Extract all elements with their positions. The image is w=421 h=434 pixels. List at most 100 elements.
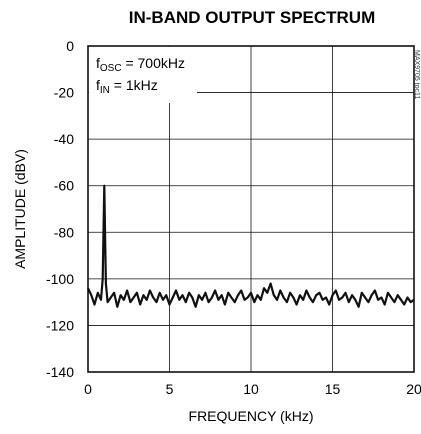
- data-point: [104, 236, 106, 238]
- annotation-value: = 700kHz: [122, 55, 185, 71]
- data-point: [260, 299, 262, 301]
- data-point: [364, 296, 366, 299]
- data-point: [286, 301, 288, 303]
- data-point: [250, 292, 252, 294]
- data-point: [384, 303, 386, 306]
- x-tick-label: 20: [406, 381, 421, 397]
- data-point: [97, 292, 99, 294]
- figure-code: MAX9705 toc11: [413, 50, 420, 99]
- data-point: [129, 301, 131, 303]
- data-point: [191, 296, 193, 299]
- plot-frame: [87, 45, 415, 373]
- data-point: [230, 296, 233, 299]
- data-point: [168, 303, 171, 306]
- data-point: [178, 299, 180, 301]
- data-point: [371, 294, 373, 296]
- data-point: [142, 294, 145, 296]
- data-point: [367, 301, 369, 303]
- data-point: [266, 292, 268, 294]
- annotation-value: = 1kHz: [110, 77, 158, 93]
- data-point: [188, 292, 190, 294]
- data-point: [106, 301, 109, 303]
- y-axis-label: AMPLITUDE (dBV): [12, 149, 28, 269]
- x-tick-label: 10: [243, 381, 259, 397]
- annotation-main: f: [96, 55, 100, 71]
- data-point: [318, 292, 321, 294]
- data-point: [133, 296, 135, 299]
- data-point: [305, 289, 308, 292]
- data-point: [289, 292, 291, 294]
- data-point: [331, 294, 334, 296]
- data-point: [276, 299, 278, 301]
- data-point: [292, 296, 294, 299]
- data-point: [243, 299, 246, 301]
- data-point: [221, 294, 223, 296]
- data-point: [139, 303, 141, 306]
- annotation-subscript: IN: [100, 85, 110, 96]
- data-point: [123, 299, 125, 301]
- data-point: [400, 299, 402, 301]
- data-point: [361, 292, 363, 294]
- data-point: [211, 296, 213, 299]
- data-point: [100, 299, 102, 301]
- data-point: [309, 296, 311, 299]
- data-point: [273, 294, 275, 296]
- data-point: [181, 294, 184, 296]
- data-point: [283, 296, 285, 299]
- data-point: [296, 303, 298, 306]
- data-point: [357, 306, 360, 308]
- data-point: [322, 299, 324, 301]
- data-point: [227, 292, 229, 294]
- y-tick-label: -120: [46, 317, 74, 333]
- data-point: [380, 296, 382, 299]
- data-point: [87, 287, 89, 289]
- data-point: [348, 301, 350, 303]
- annotation-subscript: OSC: [100, 63, 122, 74]
- data-point: [299, 294, 301, 296]
- data-point: [204, 292, 206, 294]
- y-tick-label: -140: [46, 364, 74, 380]
- data-point: [103, 185, 105, 187]
- data-point: [237, 294, 239, 296]
- chart-title: IN-BAND OUTPUT SPECTRUM: [129, 8, 376, 27]
- data-point: [387, 292, 389, 294]
- data-point: [194, 306, 197, 308]
- data-point: [240, 289, 242, 292]
- data-point: [162, 299, 164, 301]
- data-point: [344, 292, 347, 294]
- y-tick-label: -100: [46, 271, 74, 287]
- data-point: [185, 301, 187, 303]
- data-point: [406, 296, 409, 299]
- x-tick-labels: 0 5 10 15 20: [84, 381, 421, 397]
- data-point: [312, 301, 314, 303]
- data-point: [247, 296, 249, 299]
- data-point: [263, 287, 265, 289]
- data-point: [315, 294, 317, 296]
- data-point: [136, 292, 138, 294]
- y-tick-label: -60: [54, 178, 74, 194]
- data-point: [110, 296, 112, 299]
- data-point: [120, 294, 122, 296]
- data-point: [341, 296, 343, 299]
- data-point: [397, 294, 399, 296]
- data-point: [410, 301, 412, 303]
- data-point: [403, 303, 405, 306]
- annotation-label: fOSC = 700kHz: [96, 55, 185, 74]
- data-point: [102, 231, 105, 233]
- annotation-main: f: [96, 77, 100, 93]
- data-point: [90, 294, 92, 296]
- data-point: [253, 301, 255, 303]
- data-point: [201, 299, 203, 301]
- data-point: [279, 289, 281, 292]
- data-point: [93, 303, 96, 306]
- data-point: [208, 301, 210, 303]
- x-tick-label: 0: [84, 381, 92, 397]
- data-point: [354, 299, 356, 301]
- data-point: [393, 301, 396, 303]
- data-point: [116, 306, 118, 308]
- data-point: [149, 289, 151, 292]
- data-point: [374, 289, 376, 292]
- data-point: [351, 294, 353, 296]
- data-point: [335, 289, 337, 292]
